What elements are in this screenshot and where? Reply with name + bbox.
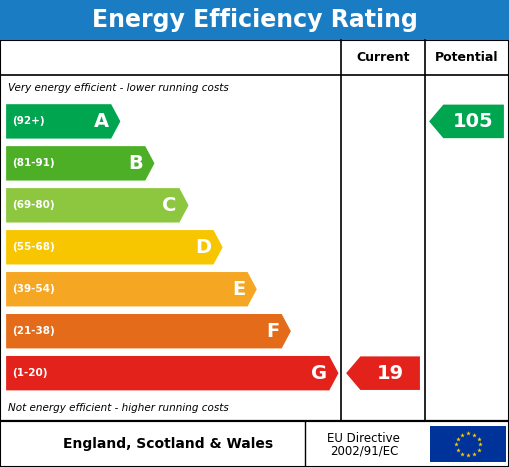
Bar (0, 421, 509, 467)
Text: EU Directive: EU Directive (327, 432, 401, 445)
Text: Not energy efficient - higher running costs: Not energy efficient - higher running co… (8, 403, 229, 413)
Text: Energy Efficiency Rating: Energy Efficiency Rating (92, 8, 417, 32)
Text: (81-91): (81-91) (12, 158, 55, 168)
Text: C: C (162, 196, 177, 215)
Text: Very energy efficient - lower running costs: Very energy efficient - lower running co… (8, 83, 229, 92)
Text: F: F (266, 322, 279, 341)
Polygon shape (6, 230, 222, 264)
Text: (92+): (92+) (12, 116, 45, 127)
Text: A: A (94, 112, 108, 131)
Text: B: B (128, 154, 143, 173)
Bar (0, 0, 509, 40)
Text: G: G (310, 364, 327, 382)
Text: D: D (195, 238, 211, 257)
Bar (0, 40, 509, 421)
Polygon shape (6, 356, 338, 390)
Polygon shape (6, 146, 154, 181)
Text: Current: Current (356, 51, 410, 64)
Polygon shape (6, 188, 188, 222)
Polygon shape (6, 272, 257, 306)
Polygon shape (429, 105, 504, 138)
Text: Potential: Potential (435, 51, 499, 64)
Text: England, Scotland & Wales: England, Scotland & Wales (63, 437, 273, 451)
Text: 2002/91/EC: 2002/91/EC (330, 445, 398, 458)
Text: (55-68): (55-68) (12, 242, 55, 252)
Polygon shape (6, 314, 291, 348)
Text: (1-20): (1-20) (12, 368, 48, 378)
Text: (21-38): (21-38) (12, 326, 55, 336)
Bar (430, 426, 506, 462)
Text: (39-54): (39-54) (12, 284, 55, 294)
Polygon shape (346, 356, 420, 390)
Text: 19: 19 (377, 364, 404, 382)
Polygon shape (6, 104, 120, 139)
Text: E: E (232, 280, 245, 299)
Text: 105: 105 (454, 112, 494, 131)
Text: (69-80): (69-80) (12, 200, 55, 210)
